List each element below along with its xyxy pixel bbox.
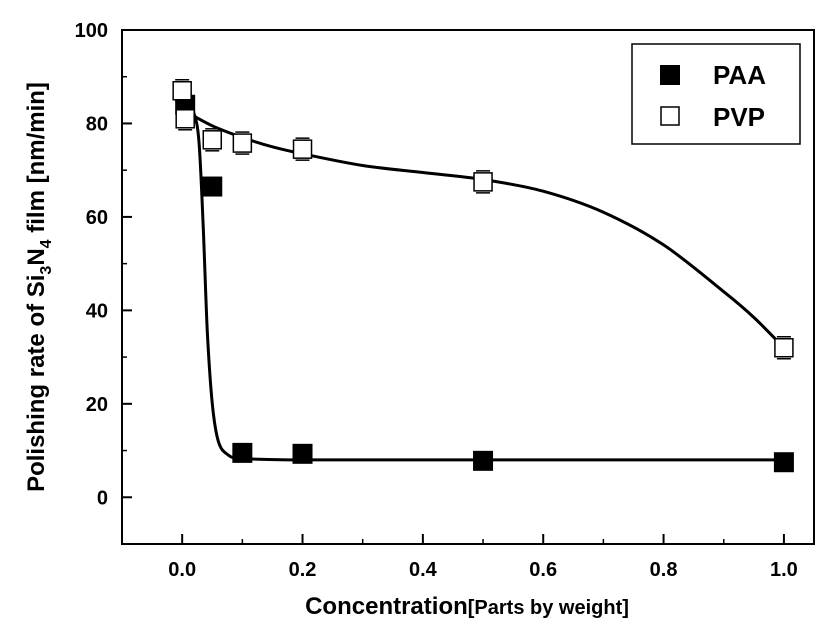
y-tick-label: 60 [86,207,108,229]
point-paa [774,452,794,472]
x-tick-label: 0.4 [409,559,438,581]
x-axis-title: Concentration[Parts by weight] [305,593,629,620]
point-pvp [474,173,492,191]
fit-line-paa [182,102,784,460]
x-tick-label: 0.0 [168,559,196,581]
y-tick-label: 20 [86,394,108,416]
y-axis-title-sub2: 4 [38,239,55,248]
fit-lines [182,102,784,460]
y-tick-label: 80 [86,113,108,135]
point-paa [473,451,493,471]
point-pvp [233,134,251,152]
x-axis-title-main: Concentration [305,593,468,620]
x-tick-label: 0.6 [529,559,557,581]
x-tick-label: 1.0 [770,559,798,581]
point-pvp [775,339,793,357]
y-axis-title-suffix: film [nm/min] [23,82,50,239]
y-tick-label: 40 [86,300,108,322]
legend-label-paa: PAA [713,60,766,90]
legend-label-pvp: PVP [713,102,765,132]
x-tick-label: 0.8 [650,559,678,581]
point-paa [293,444,313,464]
y-tick-label: 0 [97,487,108,509]
legend-marker-paa [660,65,680,85]
legend: PAA PVP [632,44,800,144]
y-axis-title-mid: N [23,248,50,265]
legend-marker-pvp [661,107,679,125]
y-axis: 0 20 40 60 80 100 [75,20,132,544]
x-axis-title-unit: [Parts by weight] [468,597,629,619]
fit-line-pvp [182,109,784,347]
point-pvp [176,110,194,128]
point-pvp [294,140,312,158]
point-pvp [173,82,191,100]
x-axis: 0.0 0.2 0.4 0.6 0.8 1.0 [122,534,798,581]
y-axis-title-sub1: 3 [38,266,55,275]
x-tick-label: 0.2 [289,559,317,581]
y-axis-title: Polishing rate of Si3N4 film [nm/min] [23,82,55,492]
y-tick-label: 100 [75,20,108,42]
point-paa [232,443,252,463]
y-axis-title-prefix: Polishing rate of Si [23,275,50,492]
point-pvp [203,131,221,149]
point-paa [202,177,222,197]
